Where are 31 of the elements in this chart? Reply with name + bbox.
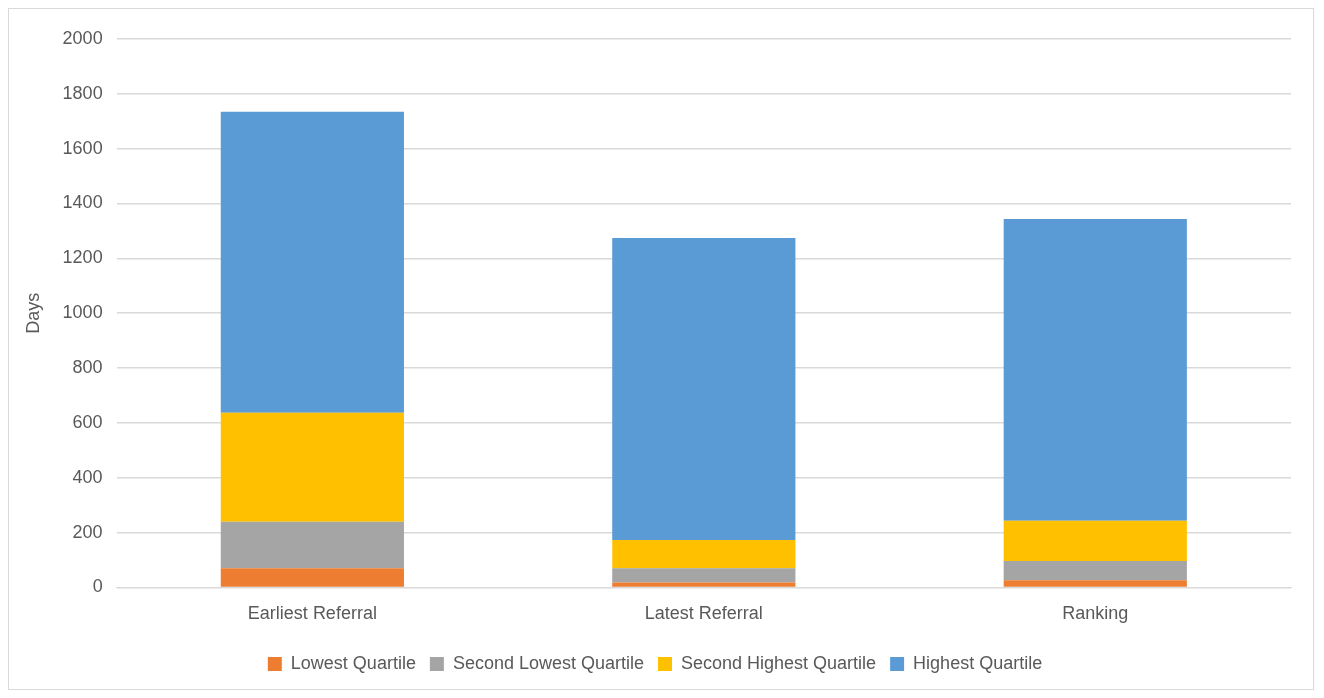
- y-tick-label: 2000: [62, 27, 103, 48]
- legend-label: Second Highest Quartile: [681, 652, 877, 673]
- legend-label: Lowest Quartile: [290, 652, 416, 673]
- x-tick-label: Latest Referral: [644, 603, 763, 624]
- bar: [612, 568, 796, 583]
- bar: [220, 412, 404, 522]
- x-tick-label: Ranking: [1062, 603, 1129, 624]
- bar: [1003, 561, 1187, 581]
- bar: [612, 238, 796, 540]
- bar: [1003, 520, 1187, 562]
- y-tick-label: 400: [72, 466, 103, 487]
- y-tick-label: 1000: [62, 302, 103, 323]
- y-tick-label: 600: [72, 411, 103, 432]
- bar: [220, 111, 404, 413]
- y-tick-label: 1400: [62, 192, 103, 213]
- legend-label: Second Lowest Quartile: [452, 652, 644, 673]
- bar: [1003, 580, 1187, 587]
- y-tick-label: 1600: [62, 137, 103, 158]
- legend-label: Highest Quartile: [913, 652, 1043, 673]
- y-tick-label: 0: [92, 576, 103, 597]
- x-tick-label: Earliest Referral: [247, 603, 377, 624]
- y-tick-label: 800: [72, 357, 103, 378]
- y-tick-label: 200: [72, 521, 103, 542]
- bar: [612, 582, 796, 587]
- y-axis-title: Days: [22, 292, 43, 334]
- y-tick-label: 1800: [62, 82, 103, 103]
- bar: [1003, 218, 1187, 521]
- bar: [612, 539, 796, 569]
- y-tick-label: 1200: [62, 247, 103, 268]
- bar: [220, 521, 404, 569]
- bar: [220, 568, 404, 587]
